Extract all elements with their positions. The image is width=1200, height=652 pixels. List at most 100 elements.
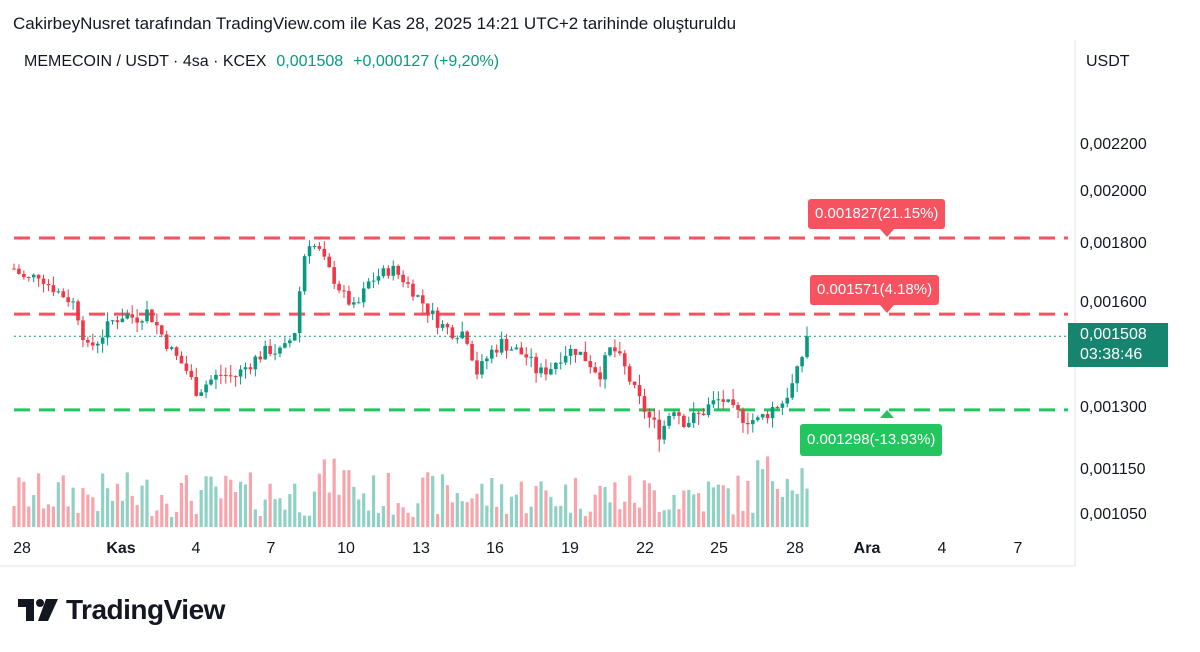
volume-bar — [224, 475, 228, 527]
volume-bar — [440, 474, 445, 527]
x-tick-label: 7 — [266, 540, 276, 557]
candle — [26, 277, 31, 279]
x-tick-label: 19 — [561, 540, 579, 557]
candle — [105, 321, 110, 338]
volume-bar — [682, 490, 686, 527]
volume-bar — [283, 509, 287, 527]
candle — [391, 265, 396, 276]
candle — [61, 291, 66, 298]
candle — [509, 349, 514, 351]
volume-bar — [568, 512, 573, 527]
volume-bar — [96, 511, 100, 527]
volume-bar — [332, 458, 336, 527]
candle — [465, 331, 469, 344]
x-tick-label: Ara — [853, 540, 881, 557]
candle — [337, 283, 341, 291]
candle — [140, 321, 144, 323]
candle — [297, 291, 302, 334]
volume-bar — [115, 483, 120, 527]
candle — [169, 347, 174, 349]
candle — [755, 417, 760, 421]
volume-bar — [805, 488, 809, 527]
candle — [544, 367, 548, 375]
volume-bar — [598, 485, 602, 527]
candle — [71, 301, 75, 303]
candle — [288, 340, 292, 344]
candle — [637, 385, 642, 397]
last-price-tag: 0,001508 03:38:46 — [1068, 323, 1168, 367]
volume-bar — [347, 470, 351, 527]
resistance-level-label-2[interactable]: 0.001571(4.18%) — [810, 275, 940, 305]
volume-bar — [445, 485, 450, 527]
candle — [258, 356, 263, 360]
candle — [711, 400, 716, 405]
candle — [686, 422, 691, 427]
symbol-name[interactable]: MEMECOIN / USDT · 4sa · KCEX — [24, 53, 267, 70]
candle — [110, 320, 115, 322]
volume-bar — [76, 512, 80, 527]
volume-bar — [475, 493, 479, 527]
volume-bar — [770, 481, 775, 527]
volume-bar — [140, 485, 144, 527]
candle — [263, 345, 267, 360]
volume-bar — [529, 506, 533, 527]
candle — [401, 274, 405, 283]
volume-bar — [593, 494, 597, 527]
candle — [150, 309, 154, 323]
volume-bar — [273, 499, 277, 527]
candle — [539, 367, 543, 374]
candle — [440, 324, 445, 328]
volume-bar — [367, 510, 371, 527]
candle — [524, 354, 529, 358]
candle — [425, 303, 430, 315]
candle — [741, 409, 745, 423]
volume-bar — [37, 473, 41, 527]
volume-bar — [701, 511, 706, 527]
resistance-level-label-1[interactable]: 0.001827(21.15%) — [808, 199, 946, 229]
candle — [632, 381, 637, 386]
candle — [381, 268, 386, 277]
volume-bar — [32, 495, 36, 527]
candle — [421, 295, 425, 304]
volume-bar — [17, 477, 21, 527]
candle — [223, 374, 228, 376]
x-tick-label: 4 — [937, 540, 947, 557]
candle — [361, 288, 366, 303]
volume-bar — [234, 492, 238, 527]
volume-bar — [549, 496, 553, 527]
candle — [76, 301, 80, 321]
level-pointer-icon — [880, 410, 894, 418]
volume-bar — [756, 460, 760, 527]
candle — [115, 320, 120, 323]
volume-bar — [633, 502, 637, 527]
y-tick-label: 0,002000 — [1080, 183, 1147, 200]
candle — [662, 425, 666, 440]
candle — [706, 404, 711, 415]
support-level-label[interactable]: 0.001298(-13.93%) — [800, 424, 943, 456]
tradingview-logo-icon — [18, 599, 58, 621]
candle — [233, 376, 238, 378]
volume-bar — [775, 488, 780, 527]
volume-bar — [238, 481, 243, 527]
candle — [22, 274, 26, 278]
price-axis-currency: USDT — [1086, 53, 1130, 70]
candle — [135, 317, 139, 323]
candle — [480, 361, 484, 375]
candle — [342, 290, 346, 292]
volume-bar — [160, 495, 164, 527]
candle — [317, 246, 322, 249]
volume-bar — [184, 475, 188, 527]
candle — [554, 362, 558, 370]
candle — [283, 343, 287, 348]
volume-bar — [495, 506, 499, 527]
tradingview-logo[interactable]: TradingView — [16, 594, 225, 626]
volume-bar — [342, 470, 346, 527]
candle — [356, 302, 361, 304]
candle — [199, 392, 203, 396]
candle — [642, 396, 647, 412]
volume-bar — [736, 475, 740, 527]
volume-bar — [765, 456, 770, 527]
candle — [603, 355, 607, 380]
volume-bar — [426, 472, 430, 527]
